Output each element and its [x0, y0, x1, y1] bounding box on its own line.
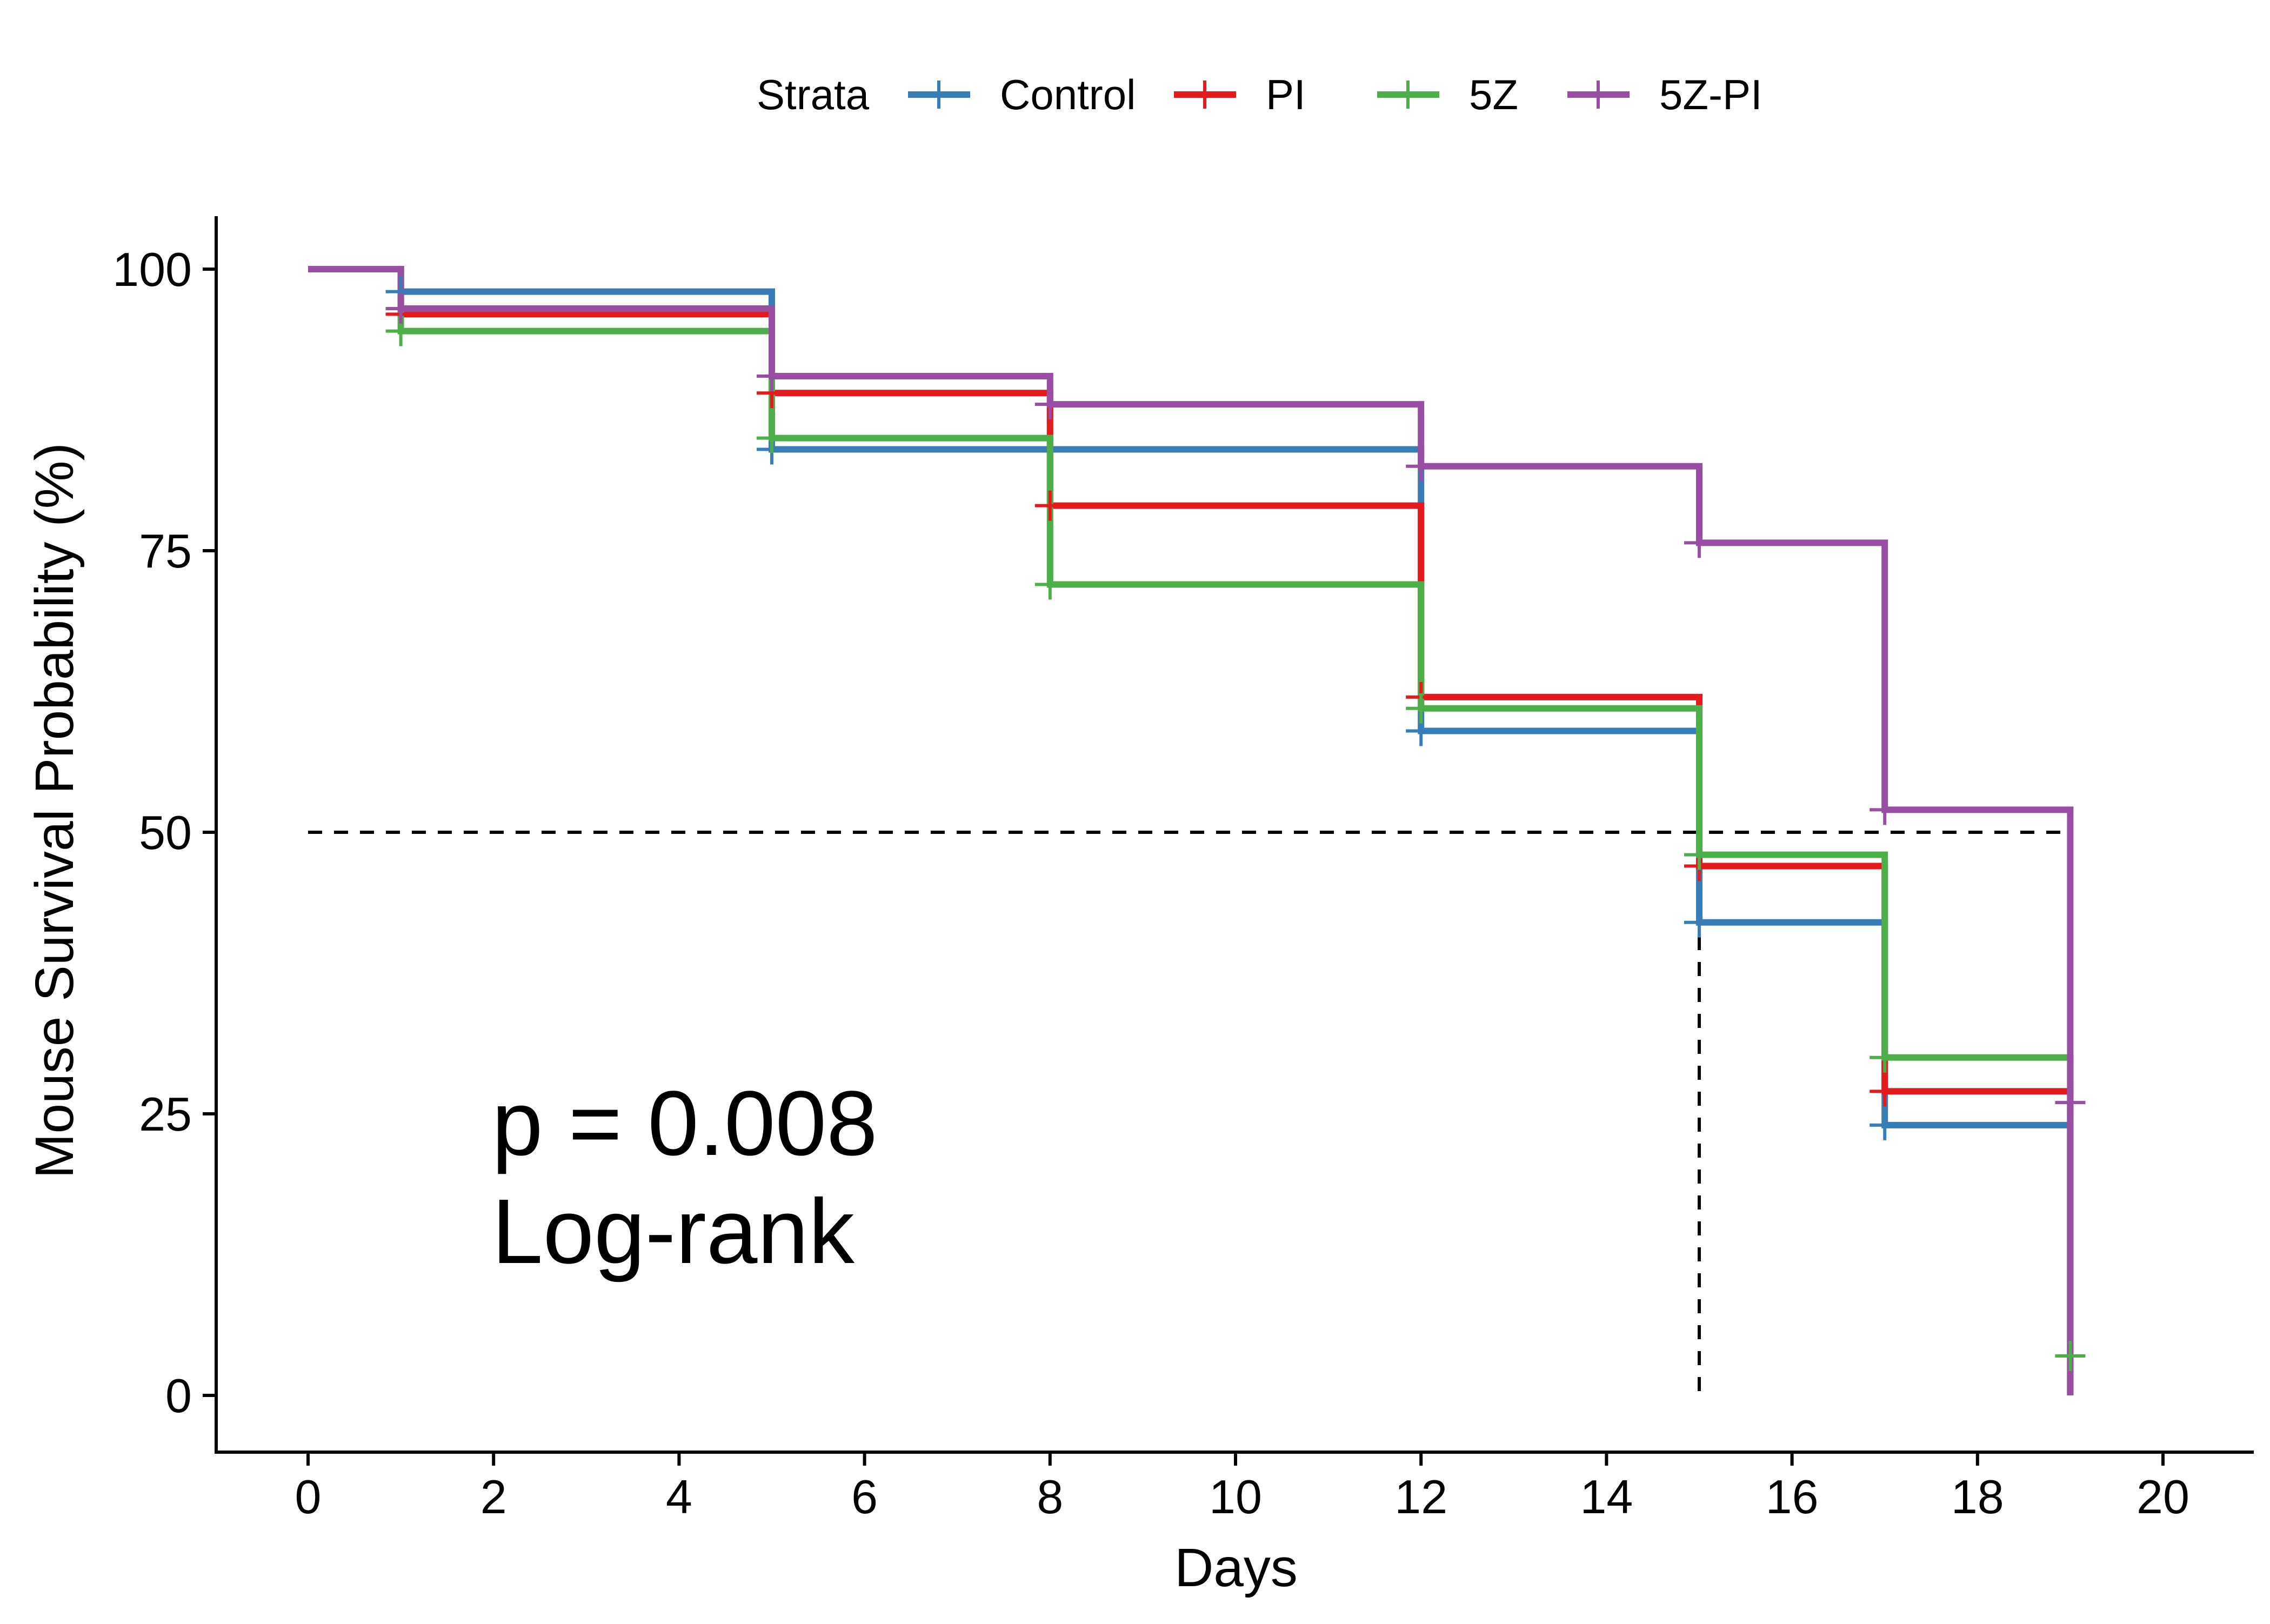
censor-mark-5z-1 [757, 423, 787, 453]
legend-item-control: Control [908, 71, 1136, 118]
axes: 0 2 4 6 8 10 12 14 16 18 20 0 25 50 75 100 [112, 216, 2254, 1523]
censor-mark-5z-3 [1406, 693, 1437, 724]
x-axis-title: Days [1174, 1538, 1298, 1598]
x-tick-label-12: 12 [1394, 1470, 1447, 1523]
x-ticks: 0 2 4 6 8 10 12 14 16 18 20 [295, 1452, 2189, 1523]
censor-mark-5z-pi-0 [385, 293, 416, 324]
censor-mark-5z-pi-3 [1406, 451, 1437, 482]
x-tick-label-20: 20 [2137, 1470, 2189, 1523]
y-axis-title: Mouse Survival Probability (%) [24, 443, 85, 1179]
legend-item-5z-pi: 5Z-PI [1567, 71, 1762, 118]
x-tick-label-10: 10 [1209, 1470, 1262, 1523]
series-line-5z-pi [308, 266, 2074, 1395]
x-tick-label-8: 8 [1037, 1470, 1063, 1523]
legend: Strata Control PI 5Z 5Z-PI [757, 71, 1762, 118]
censor-mark-pi-2 [1034, 490, 1065, 521]
p-value-annotation: p = 0.008 [492, 1072, 878, 1175]
y-tick-label-0: 0 [165, 1369, 192, 1422]
censor-mark-5z-4 [1684, 839, 1714, 870]
censor-mark-5z-pi-1 [757, 360, 787, 391]
y-tick-label-50: 50 [139, 806, 192, 859]
y-ticks: 0 25 50 75 100 [112, 243, 216, 1422]
legend-item-pi: PI [1174, 71, 1306, 118]
series-line-5z [308, 266, 2074, 1356]
test-name-annotation: Log-rank [492, 1180, 855, 1283]
censor-mark-5z-2 [1034, 569, 1065, 600]
censor-mark-5z-6 [2055, 1341, 2086, 1372]
censor-mark-control-3 [1684, 907, 1714, 938]
censor-mark-5z-pi-5 [1870, 794, 1900, 825]
legend-items: Control PI 5Z 5Z-PI [908, 71, 1762, 118]
censor-mark-control-4 [1870, 1110, 1900, 1140]
x-tick-label-2: 2 [480, 1470, 507, 1523]
censor-mark-pi-5 [1870, 1076, 1900, 1107]
legend-label-control: Control [1000, 71, 1136, 118]
x-tick-label-14: 14 [1580, 1470, 1633, 1523]
y-tick-label-100: 100 [112, 243, 192, 296]
x-tick-label-18: 18 [1951, 1470, 2004, 1523]
censor-mark-5z-5 [1870, 1042, 1900, 1073]
censor-marks [385, 276, 2086, 1372]
y-tick-label-25: 25 [139, 1087, 192, 1141]
censor-mark-5z-pi-4 [1684, 527, 1714, 558]
legend-label-5z-pi: 5Z-PI [1659, 71, 1762, 118]
legend-label-pi: PI [1266, 71, 1306, 118]
y-tick-label-75: 75 [139, 524, 192, 578]
legend-title: Strata [757, 71, 870, 118]
x-tick-label-6: 6 [851, 1470, 878, 1523]
legend-label-5z: 5Z [1469, 71, 1518, 118]
censor-mark-5z-pi-2 [1034, 389, 1065, 420]
x-tick-label-16: 16 [1766, 1470, 1819, 1523]
x-tick-label-0: 0 [295, 1470, 322, 1523]
censor-mark-5z-pi-6 [2055, 1087, 2086, 1118]
x-tick-label-4: 4 [666, 1470, 692, 1523]
legend-item-5z: 5Z [1377, 71, 1518, 118]
